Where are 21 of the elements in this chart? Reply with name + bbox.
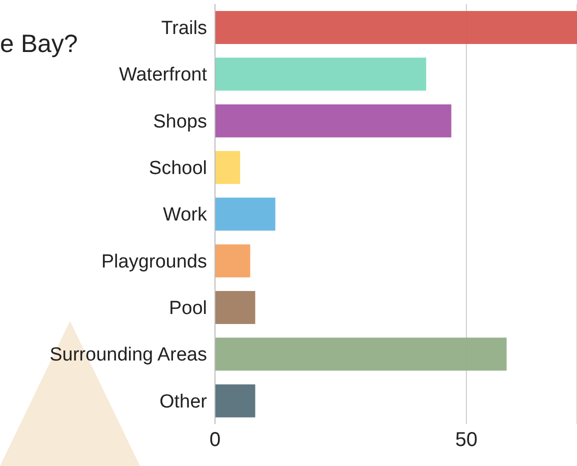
bar: [215, 104, 452, 138]
y-tick-label: School: [148, 158, 207, 180]
y-tick-label: Other: [159, 391, 208, 412]
bar: [215, 151, 240, 184]
y-tick-label: Trails: [161, 18, 207, 40]
bar: [215, 291, 256, 324]
text: e Bay?: [0, 30, 78, 59]
y-tick-label: Surrounding Areas: [50, 344, 207, 366]
bar: [215, 58, 426, 91]
y-tick-label: Work: [163, 204, 208, 226]
bar: [215, 384, 256, 418]
y-tick-label: Shops: [153, 111, 207, 132]
y-tick-label: Playgrounds: [101, 251, 207, 272]
x-tick-label: 50: [455, 429, 478, 452]
bar: [215, 338, 507, 371]
y-tick-label: Pool: [168, 298, 207, 320]
x-tick-label: 0: [209, 429, 221, 452]
bar: [215, 244, 250, 278]
bar: [215, 198, 276, 231]
bar: [215, 11, 577, 44]
y-tick-label: Waterfront: [119, 64, 208, 86]
